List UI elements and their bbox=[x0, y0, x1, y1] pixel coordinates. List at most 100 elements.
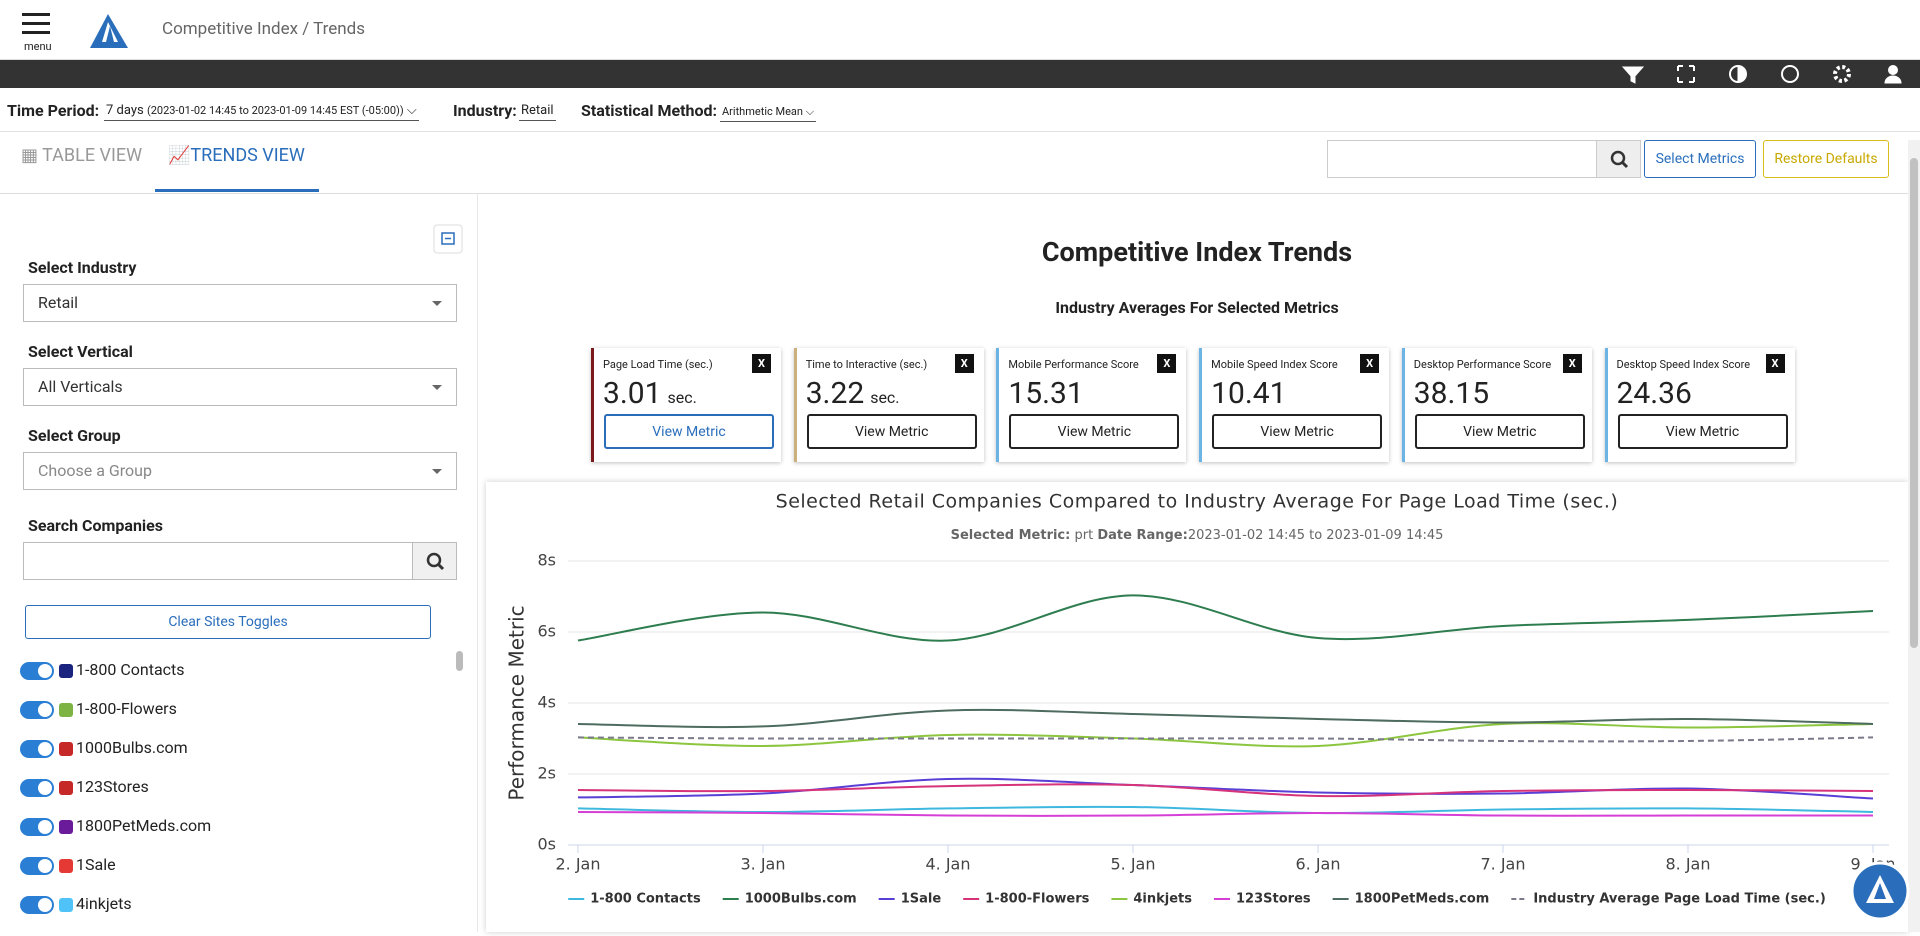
card-label: Mobile Speed Index Score bbox=[1211, 358, 1338, 371]
field-label: Select Vertical bbox=[28, 342, 133, 361]
legend-label[interactable]: 4inkjets bbox=[1133, 892, 1192, 907]
card-unit: sec. bbox=[667, 388, 697, 407]
company-name: 1Sale bbox=[76, 855, 116, 874]
search-input[interactable] bbox=[1327, 140, 1597, 178]
y-axis-label: Performance Metric bbox=[505, 605, 529, 800]
legend-label[interactable]: 1-800-Flowers bbox=[985, 892, 1089, 907]
time-period-select[interactable]: 7 days (2023-01-02 14:45 to 2023-01-09 1… bbox=[104, 103, 419, 121]
company-search[interactable] bbox=[23, 542, 413, 580]
filter-bar: Time Period: 7 days (2023-01-02 14:45 to… bbox=[0, 88, 1920, 132]
logo bbox=[90, 14, 128, 48]
x-tick-label: 7. Jan bbox=[1480, 855, 1525, 874]
metric-card: Mobile Speed Index Score 10.41 X View Metri… bbox=[1199, 348, 1390, 462]
industry-value[interactable]: Retail bbox=[519, 103, 556, 121]
view-metric-button[interactable]: View Metric bbox=[1212, 414, 1383, 449]
close-button[interactable]: X bbox=[954, 354, 974, 373]
company-row: 1-800 Contacts bbox=[0, 652, 440, 691]
page-title: Competitive Index Trends bbox=[1041, 236, 1353, 268]
metric-card: Desktop Performance Score 38.15 X View Metr… bbox=[1401, 348, 1592, 462]
company-name: 1000Bulbs.com bbox=[76, 738, 188, 757]
trends-view-tab[interactable]: 📈TRENDS VIEW bbox=[168, 145, 305, 166]
company-row: 4inkjets bbox=[0, 886, 440, 925]
toggle[interactable] bbox=[20, 857, 54, 875]
help-icon[interactable] bbox=[1781, 65, 1799, 83]
method-select[interactable]: Arithmetic Mean ⌵ bbox=[720, 105, 817, 122]
series-line bbox=[577, 783, 1874, 798]
close-button[interactable]: X bbox=[1157, 354, 1177, 373]
industry-label: Industry: bbox=[453, 101, 517, 120]
restore-defaults-button[interactable]: Restore Defaults bbox=[1763, 140, 1889, 178]
close-button[interactable]: X bbox=[1562, 354, 1582, 373]
toggle[interactable] bbox=[20, 740, 54, 758]
field-select[interactable]: All Verticals bbox=[23, 368, 457, 406]
close-button[interactable]: X bbox=[1765, 354, 1785, 373]
company-row: 1Sale bbox=[0, 847, 440, 886]
card-value: 3.01 sec. bbox=[603, 376, 697, 411]
card-label: Desktop Speed Index Score bbox=[1616, 358, 1751, 371]
card-value: 3.22 sec. bbox=[806, 376, 900, 411]
legend-label[interactable]: 1000Bulbs.com bbox=[745, 892, 857, 907]
legend-label[interactable]: 1Sale bbox=[901, 892, 942, 907]
field-select[interactable]: Retail bbox=[23, 284, 457, 322]
view-metric-button[interactable]: View Metric bbox=[1009, 414, 1180, 449]
toggle[interactable] bbox=[20, 779, 54, 797]
field-select[interactable]: Choose a Group bbox=[23, 452, 457, 490]
company-row: 123Stores bbox=[0, 769, 440, 808]
menu-icon[interactable] bbox=[22, 12, 52, 36]
view-metric-button[interactable]: View Metric bbox=[806, 414, 977, 449]
company-row: 1-800-Flowers bbox=[0, 691, 440, 730]
x-tick-label: 5. Jan bbox=[1110, 855, 1155, 874]
series-line bbox=[577, 594, 1874, 642]
x-tick-label: 2. Jan bbox=[555, 855, 600, 874]
card-value: 15.31 bbox=[1008, 376, 1083, 411]
toggle[interactable] bbox=[20, 818, 54, 836]
company-name: 1-800 Contacts bbox=[76, 660, 185, 679]
tab-label: TABLE VIEW bbox=[42, 145, 143, 166]
range-label: Date Range: bbox=[1097, 528, 1187, 543]
company-search-button[interactable] bbox=[412, 542, 457, 580]
card-value: 10.41 bbox=[1211, 376, 1286, 411]
menu-label: menu bbox=[24, 40, 52, 53]
chart: Selected Retail Companies Compared to In… bbox=[505, 491, 1896, 907]
toggle[interactable] bbox=[20, 896, 54, 914]
field-label: Select Industry bbox=[28, 258, 137, 277]
company-name: 1-800-Flowers bbox=[76, 699, 177, 718]
series-line bbox=[577, 708, 1874, 729]
tab-label: TRENDS VIEW bbox=[190, 145, 305, 166]
breadcrumb: Competitive Index / Trends bbox=[162, 19, 366, 39]
metric-card: Page Load Time (sec.) 3.01 sec. X View Metri… bbox=[591, 348, 781, 462]
company-icon bbox=[59, 859, 73, 873]
collapse-button[interactable] bbox=[433, 224, 463, 254]
company-list: 1-800 Contacts 1-800-Flowers 1000Bulbs.com… bbox=[0, 652, 448, 932]
toggle[interactable] bbox=[20, 662, 54, 680]
floating-logo[interactable] bbox=[1850, 861, 1910, 921]
clear-toggles-button[interactable]: Clear Sites Toggles bbox=[25, 605, 431, 639]
close-button[interactable]: X bbox=[752, 354, 771, 373]
metric-card: Mobile Performance Score 15.31 X View Metri… bbox=[996, 348, 1187, 462]
table-view-tab[interactable]: ▦ TABLE VIEW bbox=[21, 145, 143, 166]
select-metrics-button[interactable]: Select Metrics bbox=[1644, 140, 1756, 178]
series-line bbox=[577, 736, 1874, 743]
settings-icon[interactable] bbox=[1833, 65, 1851, 83]
legend-label[interactable]: Industry Average Page Load Time (sec.) bbox=[1533, 892, 1825, 907]
metric-label: Selected Metric: bbox=[951, 528, 1071, 543]
company-icon bbox=[59, 664, 73, 678]
legend-label[interactable]: 123Stores bbox=[1236, 892, 1311, 907]
chart-title: Selected Retail Companies Compared to In… bbox=[776, 491, 1619, 513]
x-tick-label: 8. Jan bbox=[1665, 855, 1710, 874]
view-metric-button[interactable]: View Metric bbox=[1414, 414, 1585, 449]
legend-label[interactable]: 1800PetMeds.com bbox=[1355, 892, 1490, 907]
legend-label[interactable]: 1-800 Contacts bbox=[590, 892, 701, 907]
search-button[interactable] bbox=[1596, 140, 1641, 178]
toggle[interactable] bbox=[20, 701, 54, 719]
company-icon bbox=[59, 898, 73, 912]
view-metric-button[interactable]: View Metric bbox=[604, 414, 774, 449]
card-label: Time to Interactive (sec.) bbox=[805, 358, 928, 371]
close-button[interactable]: X bbox=[1360, 354, 1380, 373]
view-metric-button[interactable]: View Metric bbox=[1617, 414, 1788, 449]
filter-icon[interactable] bbox=[1621, 66, 1645, 84]
card-label: Desktop Performance Score bbox=[1413, 358, 1552, 371]
fullscreen-icon[interactable] bbox=[1677, 65, 1695, 83]
user-icon[interactable] bbox=[1888, 65, 1898, 75]
